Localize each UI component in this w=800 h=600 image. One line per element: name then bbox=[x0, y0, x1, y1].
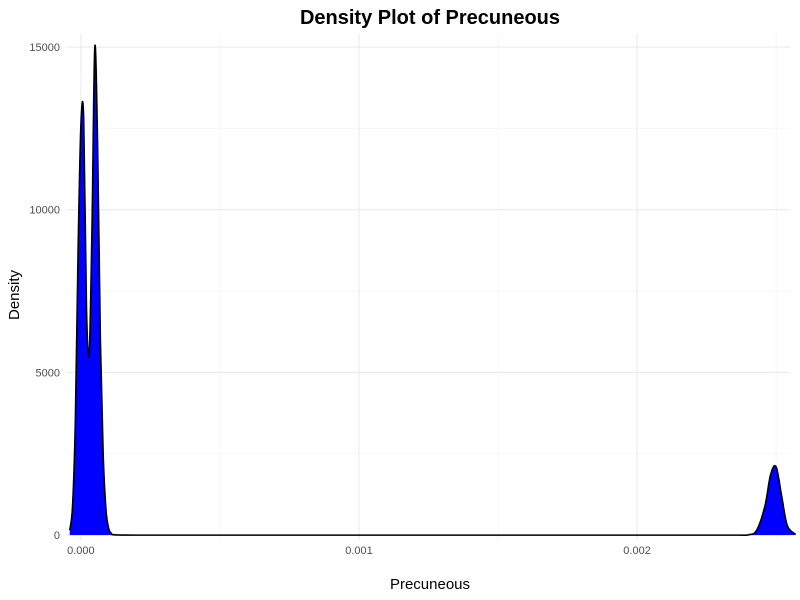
x-axis-label: Precuneous bbox=[390, 576, 470, 593]
y-tick-label: 5000 bbox=[36, 367, 60, 379]
y-tick-label: 15000 bbox=[29, 42, 60, 54]
y-axis-label: Density bbox=[6, 269, 23, 320]
grid bbox=[67, 34, 790, 540]
x-axis-ticks: 0.000 0.001 0.002 bbox=[67, 545, 651, 557]
y-axis-ticks: 0 5000 10000 15000 bbox=[29, 42, 60, 542]
y-tick-label: 0 bbox=[54, 530, 60, 542]
y-tick-label: 10000 bbox=[29, 205, 60, 217]
x-tick-label: 0.002 bbox=[623, 545, 651, 557]
density-line bbox=[68, 44, 797, 537]
x-tick-label: 0.001 bbox=[345, 545, 373, 557]
density-area bbox=[69, 45, 796, 536]
chart-title: Density Plot of Precuneous bbox=[300, 7, 560, 29]
x-tick-label: 0.000 bbox=[67, 545, 95, 557]
plot-area bbox=[68, 44, 797, 537]
